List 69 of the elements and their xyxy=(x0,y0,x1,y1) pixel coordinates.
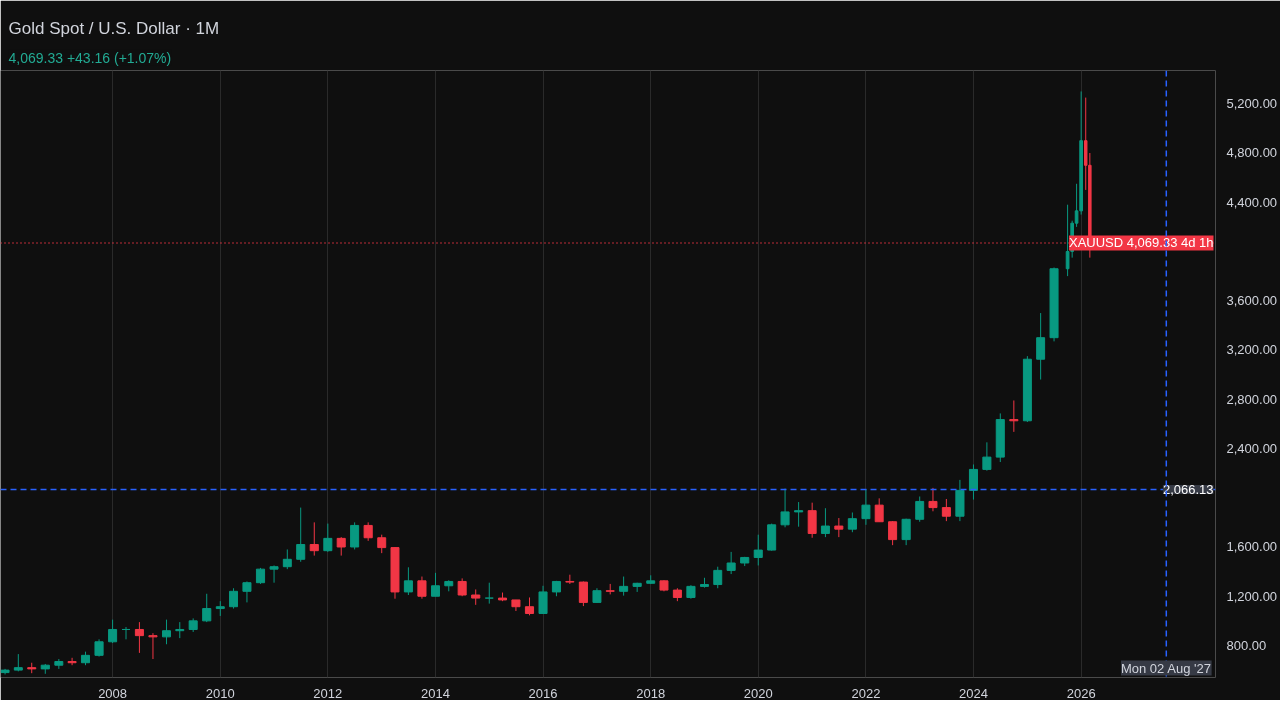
candlestick xyxy=(901,518,911,546)
y-tick-label: 5,200.00 xyxy=(1226,96,1278,112)
candlestick xyxy=(67,657,77,666)
candlestick xyxy=(726,551,736,575)
candlestick xyxy=(309,521,319,557)
candlestick xyxy=(915,496,925,523)
candlestick xyxy=(861,488,871,526)
candlestick xyxy=(807,502,817,539)
candlestick xyxy=(834,517,844,538)
x-tick-label: 2012 xyxy=(313,685,343,701)
candlestick xyxy=(269,564,279,584)
y-tick-label: 1,600.00 xyxy=(1226,539,1278,555)
x-tick-label: 2020 xyxy=(743,685,773,701)
candlestick xyxy=(431,572,440,597)
candlestick xyxy=(296,507,306,563)
x-tick-label: 2016 xyxy=(528,685,558,701)
ref-line-label: Mon 02 Aug '27 xyxy=(1120,660,1211,676)
candlestick xyxy=(941,498,951,522)
y-tick-label: 4,400.00 xyxy=(1226,194,1278,210)
candlestick xyxy=(484,582,494,605)
y-tick-label: 800.00 xyxy=(1226,637,1267,653)
candlestick xyxy=(242,580,252,603)
x-tick-label: 2010 xyxy=(205,685,235,701)
candlestick xyxy=(847,512,857,533)
candlestick xyxy=(888,520,898,546)
candlestick xyxy=(282,548,292,570)
candlestick xyxy=(148,632,158,660)
candlestick xyxy=(403,566,413,596)
y-tick-label: 3,200.00 xyxy=(1226,342,1278,358)
y-tick-label: 2,400.00 xyxy=(1226,440,1278,456)
candlestick xyxy=(108,619,118,644)
candlestick xyxy=(538,585,548,614)
x-tick-label: 2024 xyxy=(959,685,988,701)
y-tick-label: 1,200.00 xyxy=(1226,588,1278,604)
y-tick-label: 3,600.00 xyxy=(1226,293,1278,309)
chart-subtitle: 4,069.33 +43.16 (+1.07%) xyxy=(8,49,172,66)
candlestick xyxy=(874,497,884,523)
candlestick xyxy=(202,593,212,623)
candlestick xyxy=(323,523,333,553)
ref-line-label: XAUUSD 4,069.33 4d 1h xyxy=(1068,235,1214,251)
candlestick xyxy=(336,536,346,557)
candlestick xyxy=(713,566,723,589)
y-tick-label: 2,800.00 xyxy=(1226,391,1278,407)
candlestick xyxy=(578,580,588,607)
ref-line-label: 2,066.13 xyxy=(1162,482,1214,498)
candlestick xyxy=(350,521,360,550)
x-tick-label: 2026 xyxy=(1066,685,1096,701)
candlestick xyxy=(820,507,830,538)
candlestick xyxy=(968,464,978,501)
chart-title: Gold Spot / U.S. Dollar · 1M xyxy=(8,18,220,38)
x-tick-label: 2014 xyxy=(421,685,450,701)
candlestick xyxy=(417,576,427,600)
candlestick xyxy=(928,487,938,512)
candlestick xyxy=(162,619,171,645)
x-tick-label: 2008 xyxy=(98,685,128,701)
candlestick xyxy=(363,521,373,542)
candlestick xyxy=(377,534,387,554)
x-tick-label: 2018 xyxy=(636,685,666,701)
candlestick xyxy=(780,488,790,528)
y-tick-label: 4,800.00 xyxy=(1226,145,1278,161)
candlestick xyxy=(753,534,763,566)
candlestick xyxy=(794,501,804,528)
candlestick xyxy=(982,441,992,472)
x-tick-label: 2022 xyxy=(851,685,881,701)
candlestick xyxy=(1036,312,1046,381)
candlestick xyxy=(134,621,144,654)
candlestick xyxy=(229,587,239,610)
candlestick xyxy=(1009,399,1019,433)
candlestick xyxy=(619,576,629,597)
